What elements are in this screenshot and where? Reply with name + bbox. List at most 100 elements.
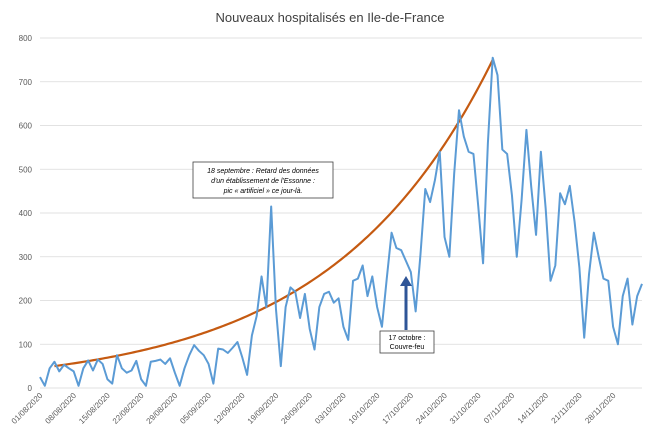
data-point (501, 149, 503, 151)
data-point (405, 260, 407, 262)
data-point (636, 295, 638, 297)
data-point (78, 385, 80, 387)
data-point (265, 306, 267, 308)
data-point (366, 295, 368, 297)
data-point (415, 310, 417, 312)
data-point (212, 383, 214, 385)
data-point (400, 249, 402, 251)
annotation-18-septembre: 18 septembre : Retard des données d'un é… (192, 161, 334, 199)
data-point (424, 188, 426, 190)
data-point (318, 306, 320, 308)
data-point (347, 339, 349, 341)
data-point (270, 205, 272, 207)
data-point (44, 385, 46, 387)
data-point (468, 151, 470, 153)
gridlines (40, 37, 642, 389)
data-point (87, 359, 89, 361)
data-point (285, 306, 287, 308)
data-point (280, 365, 282, 367)
data-point (381, 326, 383, 328)
annotation-line: d'un établissement de l'Essonne : (211, 178, 315, 185)
y-tick-label: 500 (19, 165, 33, 174)
data-point (82, 367, 84, 369)
data-point (169, 357, 171, 359)
data-point (208, 363, 210, 365)
annotation-couvre-feu: 17 octobre : Couvre-feu (379, 276, 435, 354)
annotation-box (192, 161, 334, 199)
data-point (92, 370, 94, 372)
data-point (444, 236, 446, 238)
annotation-line: pic « artificiel » ce jour-là. (223, 188, 303, 195)
y-tick-label: 100 (19, 340, 33, 349)
data-point (429, 201, 431, 203)
data-point (256, 315, 258, 317)
data-point (188, 354, 190, 356)
data-point (386, 278, 388, 280)
data-point (241, 356, 243, 358)
y-tick-label: 800 (19, 34, 33, 43)
data-point (419, 254, 421, 256)
data-point (545, 208, 547, 210)
data-point (111, 383, 113, 385)
data-point (246, 374, 248, 376)
y-tick-label: 400 (19, 209, 33, 218)
data-point (554, 265, 556, 267)
data-point (622, 295, 624, 297)
data-point (261, 275, 263, 277)
annotation-line: Couvre-feu (390, 344, 425, 351)
y-tick-label: 600 (19, 122, 33, 131)
y-tick-label: 200 (19, 297, 33, 306)
data-point (314, 349, 316, 351)
data-point (116, 354, 118, 356)
data-point (511, 195, 513, 197)
data-point (155, 360, 157, 362)
data-point (333, 302, 335, 304)
data-point (564, 203, 566, 205)
data-point (574, 221, 576, 223)
chart-title: Nouveaux hospitalisés en Ile-de-France (215, 10, 444, 25)
data-point (463, 135, 465, 137)
data-point (627, 278, 629, 280)
series-polyline (39, 56, 643, 387)
data-point (477, 205, 479, 207)
data-point (617, 343, 619, 345)
data-point (135, 360, 137, 362)
data-point (487, 142, 489, 144)
data-point (203, 354, 205, 356)
data-point (63, 364, 65, 366)
data-point (631, 324, 633, 326)
data-point (328, 291, 330, 293)
data-point (453, 173, 455, 175)
data-point (607, 280, 609, 282)
data-point (492, 57, 494, 59)
data-point (309, 328, 311, 330)
data-point (497, 74, 499, 76)
series-line (39, 56, 643, 387)
trend-line (54, 59, 494, 368)
y-axis: 0 100 200 300 400 500 600 700 800 (19, 34, 33, 393)
y-tick-label: 700 (19, 78, 33, 87)
data-point (342, 326, 344, 328)
data-point (121, 367, 123, 369)
data-point (593, 232, 595, 234)
data-point (506, 153, 508, 155)
data-point (39, 376, 41, 378)
data-point (232, 347, 234, 349)
data-point (58, 370, 60, 372)
annotations: 18 septembre : Retard des données d'un é… (192, 161, 435, 354)
data-point (183, 367, 185, 369)
y-tick-label: 0 (28, 384, 33, 393)
data-point (578, 267, 580, 269)
data-point (602, 278, 604, 280)
data-point (410, 271, 412, 273)
data-point (376, 306, 378, 308)
data-point (227, 352, 229, 354)
data-point (598, 256, 600, 258)
data-point (145, 385, 147, 387)
data-point (530, 186, 532, 188)
data-point (150, 361, 152, 363)
data-point (179, 385, 181, 387)
y-tick-label: 300 (19, 253, 33, 262)
